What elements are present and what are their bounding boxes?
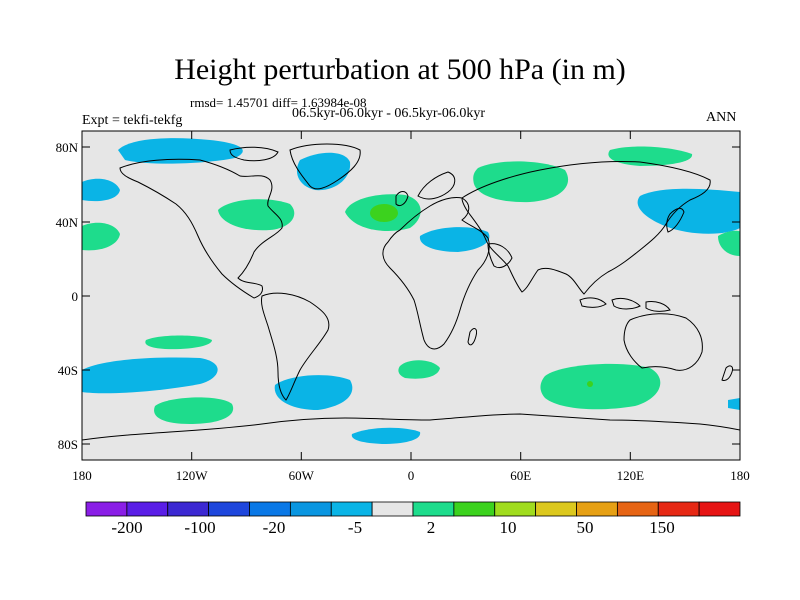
- anomaly-region-negative: [419, 227, 490, 252]
- colorbar-label: 10: [499, 518, 517, 537]
- colorbar-swatch: [453, 501, 496, 517]
- colorbar-label: -200: [111, 518, 143, 537]
- colorbar-swatch: [249, 501, 291, 517]
- colorbar-swatch: [330, 501, 373, 517]
- colorbar-label: -5: [347, 518, 363, 537]
- anomaly-core-strong: [370, 204, 398, 222]
- lon-label: 120W: [175, 468, 208, 483]
- colorbar-swatch: [126, 501, 169, 517]
- anomaly-field: [82, 138, 740, 444]
- lat-label: 80S: [57, 437, 78, 452]
- colorbar-label: 2: [426, 518, 436, 537]
- lat-ticks: [82, 146, 740, 445]
- anomaly-region-negative: [637, 188, 740, 234]
- colorbar-label: -100: [184, 518, 216, 537]
- anomaly-region-positive: [145, 335, 212, 350]
- anomaly-region-positive: [82, 222, 120, 251]
- colorbar-label: 50: [576, 518, 594, 537]
- lat-label: 40S: [57, 363, 78, 378]
- lon-label: 120E: [616, 468, 645, 483]
- anomaly-region-positive: [154, 397, 234, 424]
- anomaly-region-positive: [398, 360, 440, 379]
- anomaly-region-positive: [718, 230, 740, 256]
- anomaly-region-negative: [118, 138, 243, 164]
- map-title: Height perturbation at 500 hPa (in m): [174, 53, 626, 86]
- colorbar-swatch: [289, 501, 332, 517]
- colorbar-swatch: [208, 501, 250, 517]
- anomaly-region-negative: [82, 178, 120, 202]
- experiment-label: Expt = tekfi-tekfg: [82, 113, 183, 128]
- lon-label: 0: [407, 468, 415, 483]
- coastlines: [82, 143, 740, 441]
- lon-label: 180: [72, 468, 92, 483]
- coastline-south-america: [261, 292, 330, 401]
- anomaly-region-negative: [82, 357, 218, 394]
- lon-label: 180: [730, 468, 750, 483]
- lat-label: 0: [71, 289, 79, 304]
- colorbar-label: 150: [649, 518, 675, 537]
- coastline-greenland: [289, 143, 361, 190]
- anomaly-region-positive: [218, 199, 295, 231]
- coastline-new-zealand: [721, 365, 733, 381]
- coastline-north-america: [119, 158, 283, 299]
- coastline-indonesia: [579, 297, 671, 312]
- colorbar-swatch: [698, 501, 741, 517]
- colorbar-swatch: [616, 501, 659, 517]
- colorbar-swatch: [657, 501, 700, 517]
- coastline-british-isles: [395, 191, 409, 207]
- stats-line: rmsd= 1.45701 diff= 1.63984e-08: [190, 95, 367, 110]
- anomaly-region-positive: [473, 161, 569, 203]
- coastline-scandinavia: [417, 171, 456, 200]
- coastline-madagascar: [467, 328, 477, 346]
- lat-label: 40N: [55, 215, 78, 230]
- coastline-antarctica: [82, 413, 740, 441]
- coastline-japan: [666, 207, 685, 233]
- anomaly-core-strong: [587, 381, 593, 387]
- anomaly-region-negative: [351, 427, 421, 444]
- colorbar-swatch: [412, 501, 455, 517]
- lon-label: 60E: [510, 468, 532, 483]
- lon-label: 60W: [288, 468, 314, 483]
- anomaly-region-positive: [540, 363, 661, 410]
- colorbar-swatch: [371, 501, 414, 517]
- coastline-asia: [461, 160, 711, 295]
- colorbar-label: -20: [262, 518, 286, 537]
- colorbar-swatch: [535, 501, 577, 517]
- lat-label: 80N: [55, 140, 78, 155]
- coastline-arctic-islands: [229, 146, 279, 162]
- coastline-arabia: [487, 243, 513, 269]
- coastline-australia: [623, 313, 703, 371]
- lon-ticks: [81, 131, 741, 460]
- colorbar-swatch: [494, 501, 537, 517]
- colorbar-swatch: [167, 501, 210, 517]
- colorbar: [85, 501, 741, 517]
- anomaly-region-negative: [728, 398, 740, 410]
- season-label: ANN: [706, 110, 737, 125]
- colorbar-swatch: [85, 501, 128, 517]
- period-line: 06.5kyr-06.0kyr - 06.5kyr-06.0kyr: [292, 106, 486, 121]
- colorbar-swatch: [576, 501, 618, 517]
